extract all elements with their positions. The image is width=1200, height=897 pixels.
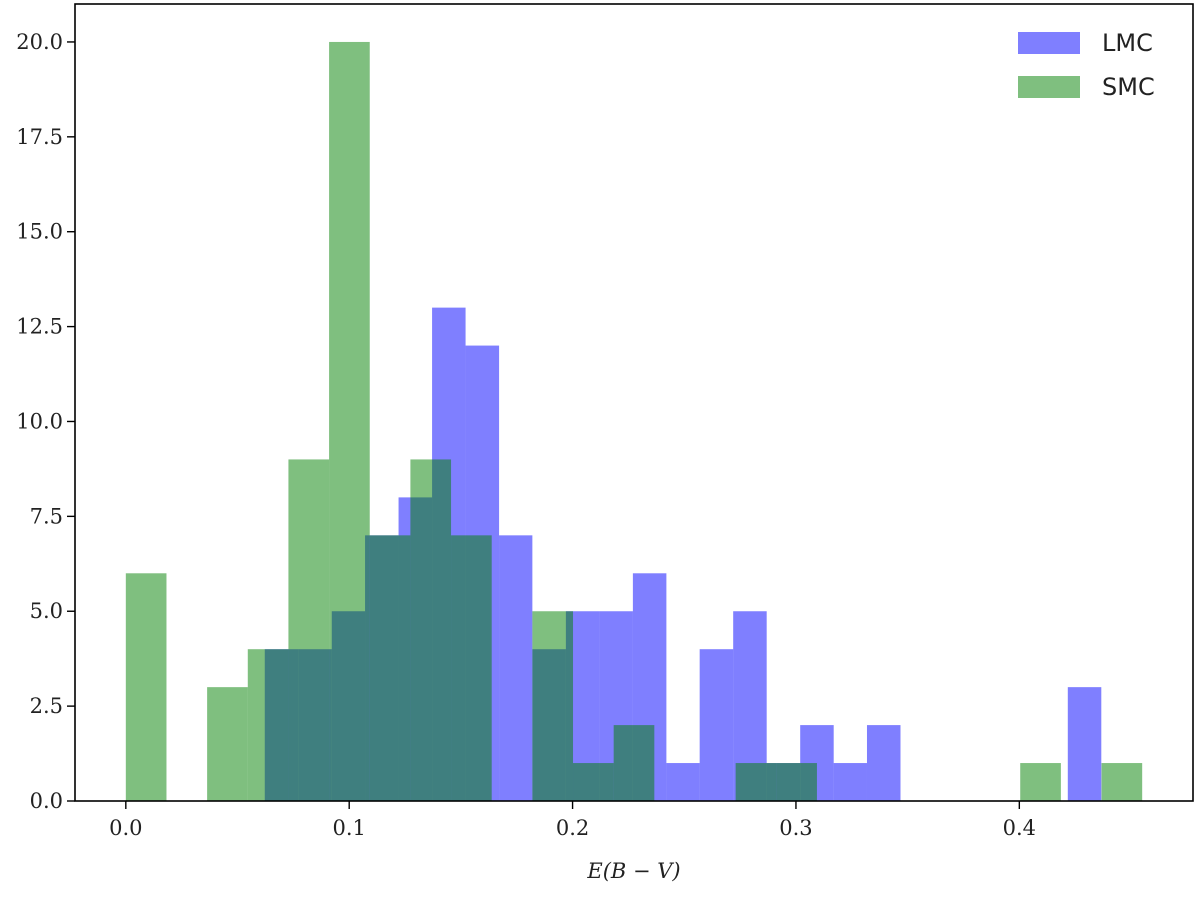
x-tick-label: 0.3 — [779, 816, 812, 840]
bar — [1020, 763, 1061, 801]
y-tick-label: 2.5 — [30, 694, 63, 718]
bar — [125, 573, 167, 801]
x-tick-label: 0.1 — [332, 816, 365, 840]
y-tick-label: 7.5 — [30, 504, 63, 528]
x-tick-label: 0.4 — [1003, 816, 1036, 840]
bar — [866, 725, 901, 801]
legend-label: LMC — [1102, 29, 1153, 57]
bar — [699, 649, 734, 801]
y-tick-label: 17.5 — [16, 125, 63, 149]
bar — [776, 763, 817, 801]
plot-frame — [74, 3, 1194, 802]
bar — [329, 41, 370, 801]
bar — [451, 535, 492, 801]
bar — [288, 459, 330, 801]
bar — [735, 763, 777, 801]
bar — [666, 763, 700, 801]
y-tick-label: 0.0 — [30, 789, 63, 813]
y-tick-label: 10.0 — [16, 409, 63, 433]
bar — [369, 535, 411, 801]
x-tick-label: 0.0 — [109, 816, 142, 840]
bar — [532, 611, 574, 801]
bar — [1067, 687, 1102, 801]
y-tick-label: 15.0 — [16, 220, 63, 244]
x-tick-label: 0.2 — [556, 816, 589, 840]
y-tick-label: 5.0 — [30, 599, 63, 623]
bar — [410, 459, 452, 801]
bar — [573, 763, 614, 801]
bar — [833, 763, 867, 801]
x-axis-label: E(B − V) — [586, 859, 680, 883]
bar — [499, 535, 533, 801]
legend-swatch — [1018, 76, 1080, 98]
y-tick-label: 12.5 — [16, 315, 63, 339]
bar — [613, 725, 655, 801]
y-tick-label: 20.0 — [16, 30, 63, 54]
bar — [1101, 763, 1143, 801]
legend-label: SMC — [1102, 73, 1155, 101]
legend-swatch — [1018, 32, 1080, 54]
bar — [247, 649, 289, 801]
bar — [207, 687, 248, 801]
